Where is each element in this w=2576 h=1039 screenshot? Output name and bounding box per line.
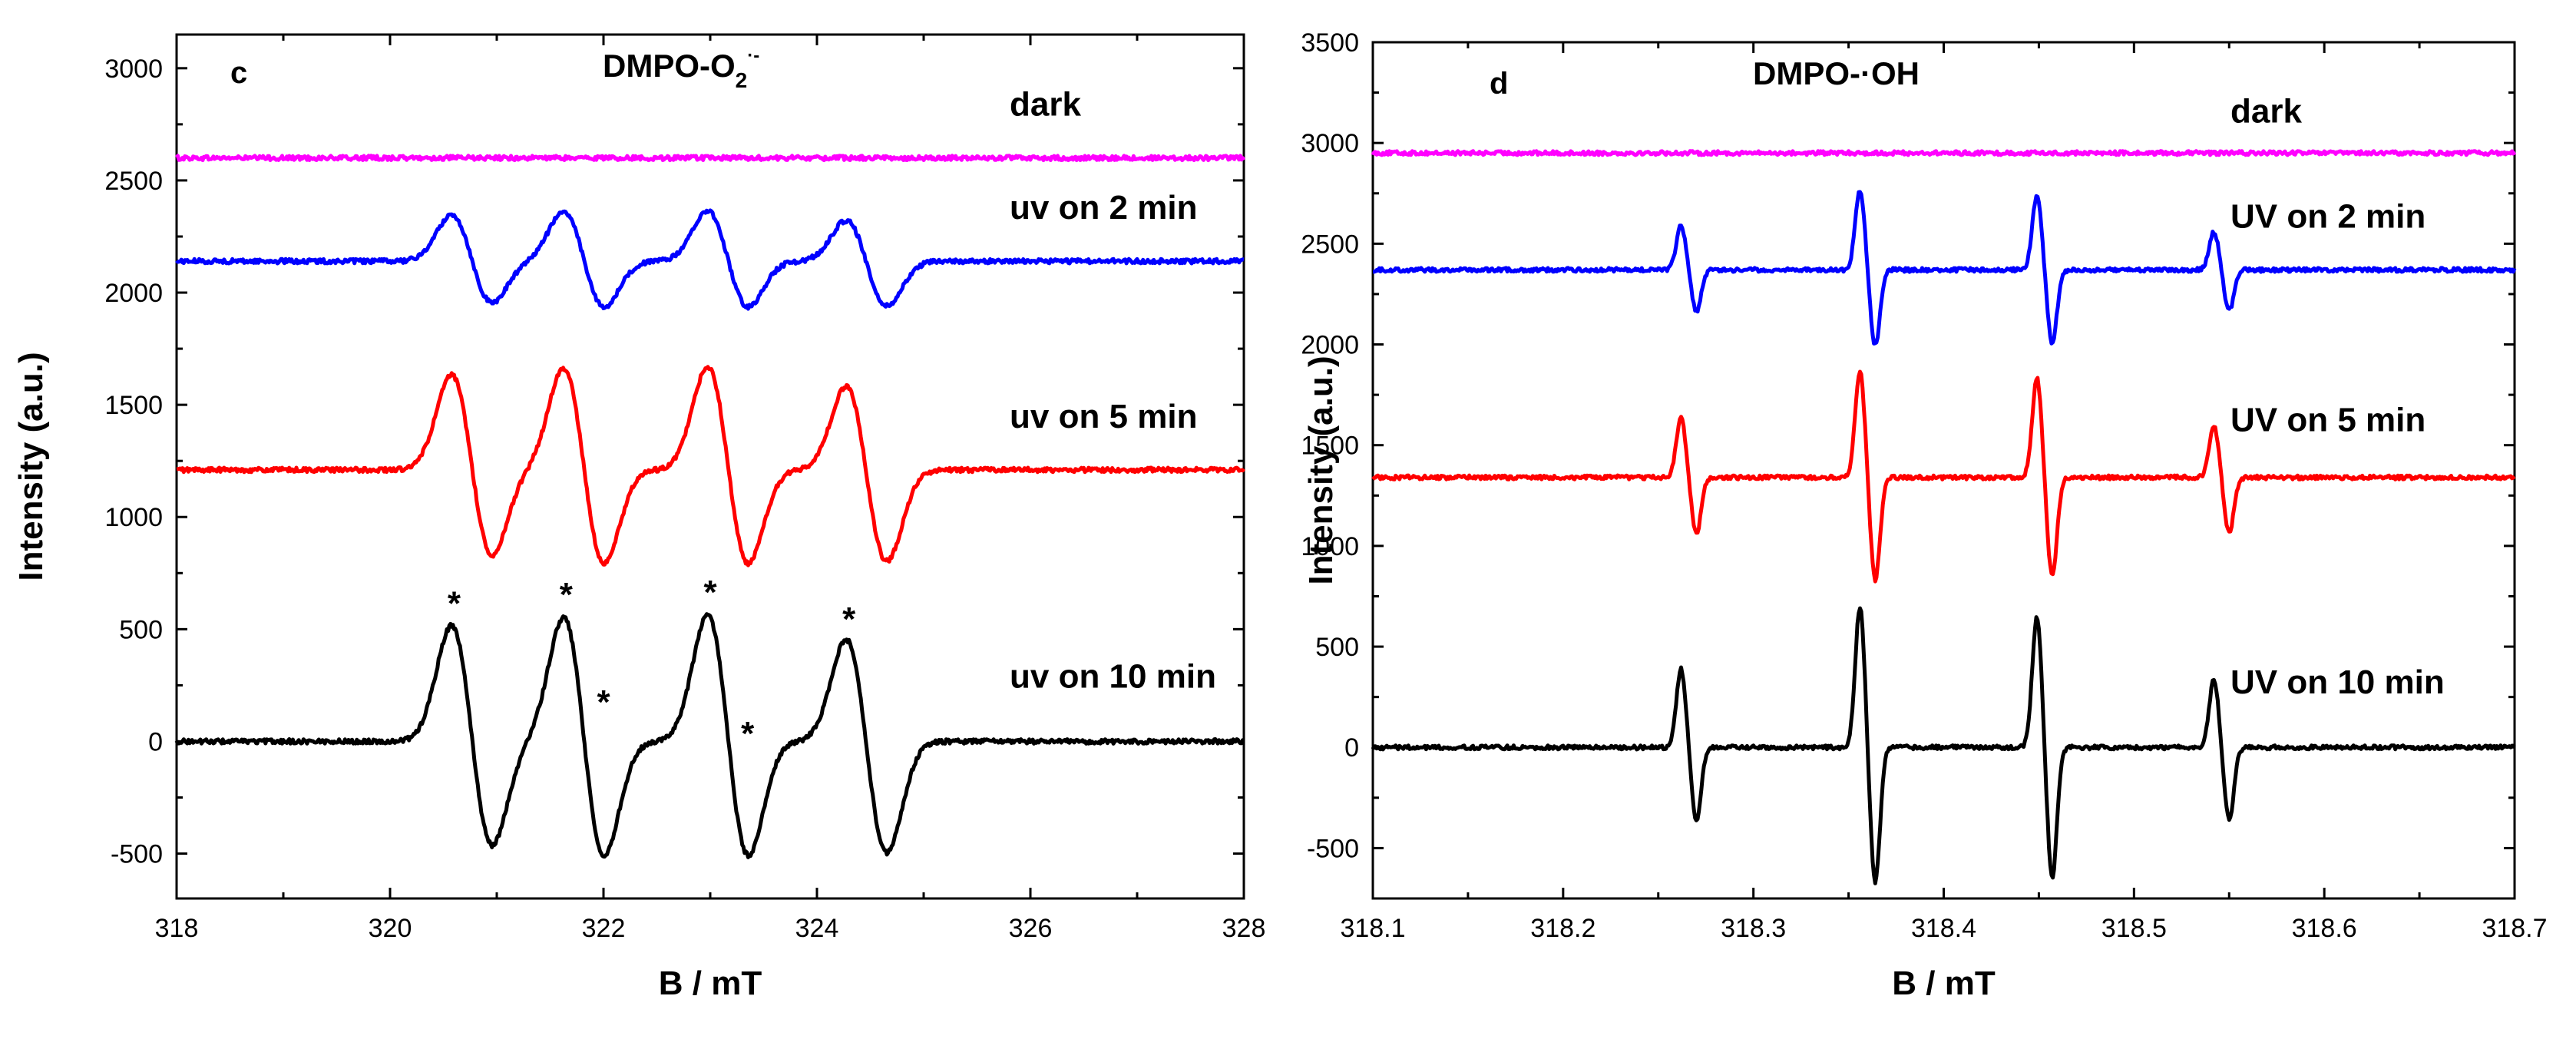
panel-c: 318 320 322 324 326 328 -500 0 500 1000 1500 2000 25…: [12, 33, 1266, 1002]
x-tick-label: 318: [155, 914, 199, 943]
peak-star-annotation: *: [560, 576, 574, 614]
y-tick-label: 500: [1315, 633, 1359, 662]
panel-tag: c: [230, 56, 247, 90]
chart-title: DMPO-O2·-: [603, 45, 759, 92]
x-tick-label: 322: [582, 914, 626, 943]
y-tick-label: 500: [119, 615, 163, 644]
title-main: DMPO-·OH: [1753, 55, 1920, 91]
title-main: DMPO-O: [603, 48, 736, 84]
series-line-0: [1371, 149, 2517, 157]
x-tick-label: 328: [1222, 914, 1266, 943]
y-tick-label: 2000: [104, 279, 163, 308]
y-axis-label: Intensity (a.u.): [1302, 356, 1340, 584]
series-label: UV on 5 min: [2230, 402, 2426, 439]
series-line-0: [174, 154, 1246, 163]
y-tick-label: 3000: [1301, 129, 1359, 158]
series-label: UV on 10 min: [2230, 663, 2445, 701]
x-tick-label: 318.6: [2292, 914, 2357, 943]
title-subscript: 2: [736, 68, 748, 92]
y-tick-label: 1500: [104, 391, 163, 420]
series-label: uv on 2 min: [1010, 189, 1197, 227]
y-tick-label: 1000: [104, 503, 163, 532]
panel-d: 318.1 318.2 318.3 318.4 318.5 318.6 318.7 -500 0…: [1301, 28, 2547, 1002]
peak-star-annotation: *: [597, 683, 610, 721]
series-label: dark: [1010, 86, 1081, 124]
y-tick-label: 3000: [104, 55, 163, 84]
y-tick-label: -500: [111, 840, 163, 869]
x-tick-label: 318.2: [1530, 914, 1596, 943]
x-tick-label: 318.4: [1911, 914, 1976, 943]
y-tick-label: 1000: [1301, 532, 1359, 561]
y-tick-label: 1500: [1301, 432, 1359, 461]
x-tick-label: 320: [369, 914, 412, 943]
y-axis-label: Intensity (a.u.): [12, 352, 50, 581]
title-superscript: ·-: [747, 45, 759, 66]
peak-star-annotation: *: [741, 715, 755, 753]
series-line-1: [1372, 190, 2517, 346]
series-line-2: [176, 365, 1246, 567]
series-label: uv on 10 min: [1010, 657, 1216, 695]
x-axis-label: B / mT: [1892, 965, 1996, 1002]
x-tick-label: 318.5: [2101, 914, 2167, 943]
y-tick-label: 2000: [1301, 331, 1359, 360]
y-tick-label: 3500: [1301, 28, 1359, 58]
x-axis-label: B / mT: [659, 965, 762, 1002]
panel-tag: d: [1490, 67, 1508, 101]
plot-frame: [1371, 41, 2516, 900]
peak-star-annotation: *: [842, 601, 856, 638]
x-tick-label: 318.3: [1721, 914, 1786, 943]
y-tick-label: 0: [148, 727, 163, 756]
chart-title: DMPO-·OH: [1753, 55, 1920, 91]
y-tick-label: 2500: [1301, 230, 1359, 259]
series-label: uv on 5 min: [1010, 398, 1197, 435]
series-label: UV on 2 min: [2230, 197, 2426, 235]
series-line-1: [175, 208, 1245, 311]
series-line-3: [1371, 606, 2516, 885]
series-line-3: [174, 612, 1245, 859]
peak-star-annotation: *: [703, 574, 717, 611]
x-tick-label: 318.7: [2482, 914, 2547, 943]
y-tick-label: 0: [1344, 733, 1359, 763]
peak-star-annotation: *: [448, 584, 461, 622]
x-tick-label: 324: [795, 914, 839, 943]
x-tick-label: 326: [1009, 914, 1053, 943]
series-line-2: [1371, 369, 2516, 584]
y-tick-label: 2500: [104, 167, 163, 196]
y-tick-label: -500: [1307, 834, 1359, 863]
series-label: dark: [2230, 92, 2302, 130]
x-tick-label: 318.1: [1340, 914, 1405, 943]
